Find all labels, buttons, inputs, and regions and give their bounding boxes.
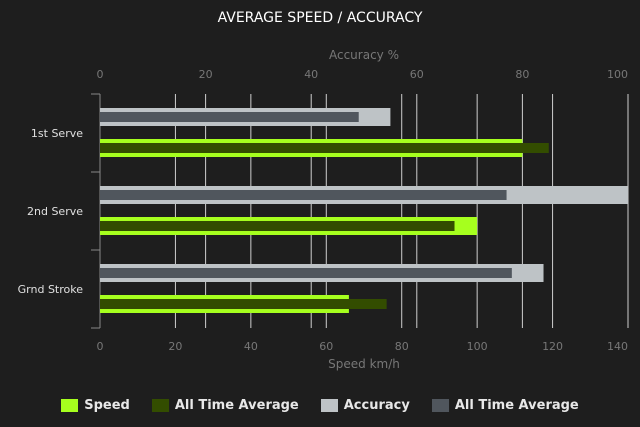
accuracy-tick-label: 0: [97, 68, 104, 81]
legend-swatch: [61, 399, 79, 412]
speed-average-bar: [100, 143, 549, 153]
top-axis-label: Accuracy %: [329, 48, 399, 62]
accuracy-tick-label: 80: [515, 68, 529, 81]
legend-label: Accuracy: [343, 398, 410, 413]
speed-tick-label: 40: [244, 340, 258, 353]
legend-item[interactable]: Speed: [61, 398, 130, 413]
speed-tick-label: 80: [395, 340, 409, 353]
chart-title: AVERAGE SPEED / ACCURACY: [218, 10, 423, 26]
category-label: 2nd Serve: [27, 205, 83, 218]
speed-tick-label: 100: [467, 340, 488, 353]
legend-swatch: [320, 399, 338, 412]
legend-item[interactable]: Accuracy: [320, 398, 410, 413]
accuracy-tick-label: 100: [607, 68, 628, 81]
legend-swatch: [431, 399, 449, 412]
accuracy-average-bar: [100, 268, 512, 278]
speed-tick-label: 140: [607, 340, 628, 353]
accuracy-tick-label: 40: [304, 68, 318, 81]
accuracy-average-bar: [100, 190, 507, 200]
speed-tick-label: 0: [97, 340, 104, 353]
speed-average-bar: [100, 221, 455, 231]
speed-tick-label: 20: [168, 340, 182, 353]
accuracy-average-bar: [100, 112, 359, 122]
legend-item[interactable]: All Time Average: [151, 398, 299, 413]
category-label: Grnd Stroke: [18, 283, 84, 296]
category-label: 1st Serve: [31, 127, 83, 140]
bottom-axis-label: Speed km/h: [328, 357, 400, 371]
speed-tick-label: 60: [319, 340, 333, 353]
legend-item[interactable]: All Time Average: [431, 398, 579, 413]
legend-swatch: [151, 399, 169, 412]
speed-average-bar: [100, 299, 387, 309]
accuracy-tick-label: 20: [199, 68, 213, 81]
legend: Speed All Time Average Accuracy All Time Av…: [0, 398, 640, 413]
legend-label: All Time Average: [454, 398, 579, 413]
speed-tick-label: 120: [542, 340, 563, 353]
accuracy-tick-label: 60: [410, 68, 424, 81]
legend-label: All Time Average: [174, 398, 299, 413]
legend-label: Speed: [84, 398, 130, 413]
